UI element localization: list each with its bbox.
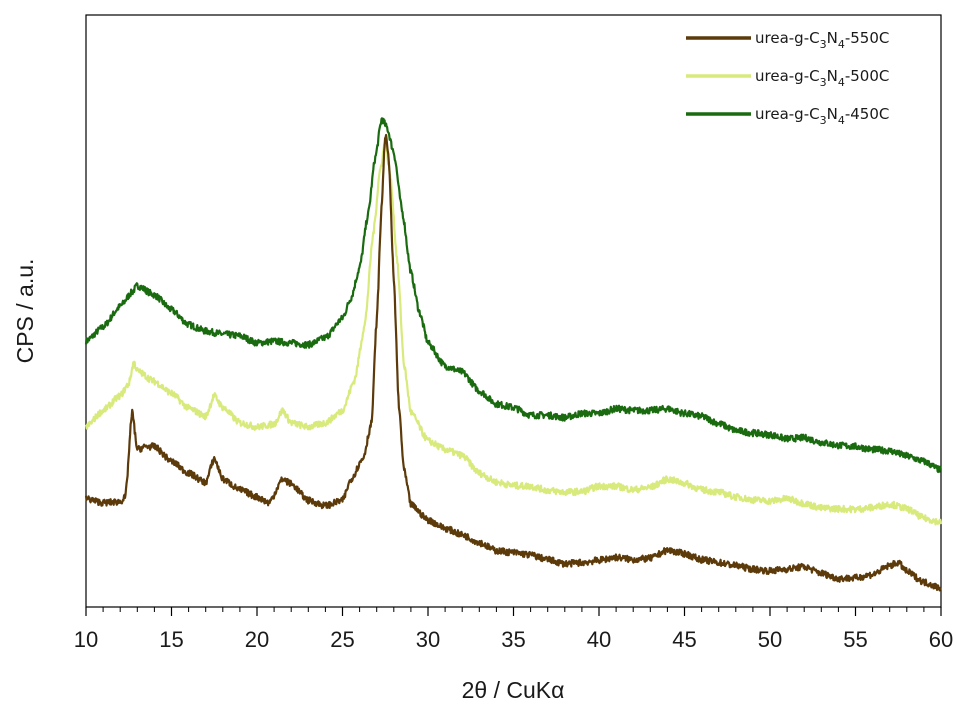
- legend: urea-g-C3N4-550C urea-g-C3N4-500C urea-g-C…: [686, 29, 889, 127]
- x-axis: 10 15 20 25 30 35 40 45 50 55 60: [74, 607, 953, 652]
- x-axis-title: 2θ / CuKα: [462, 677, 565, 703]
- x-tick-label: 35: [501, 627, 525, 652]
- x-tick-label: 30: [416, 627, 440, 652]
- x-tick-label: 15: [159, 627, 183, 652]
- series-line-2: [84, 117, 942, 473]
- x-tick-label: 50: [758, 627, 782, 652]
- x-tick-label: 10: [74, 627, 98, 652]
- legend-label: urea-g-C3N4-450C: [755, 105, 889, 127]
- series-line-1: [85, 140, 942, 526]
- x-tick-label: 55: [843, 627, 867, 652]
- series-group: [84, 117, 942, 592]
- x-tick-label: 40: [587, 627, 611, 652]
- plot-frame: [85, 14, 942, 608]
- y-axis-title: CPS / a.u.: [12, 259, 38, 364]
- series-line-0: [84, 133, 942, 592]
- x-tick-label: 45: [672, 627, 696, 652]
- x-tick-label: 60: [929, 627, 953, 652]
- x-tick-label: 20: [245, 627, 269, 652]
- legend-label: urea-g-C3N4-550C: [755, 29, 889, 51]
- legend-label: urea-g-C3N4-500C: [755, 67, 889, 89]
- x-tick-label: 25: [330, 627, 354, 652]
